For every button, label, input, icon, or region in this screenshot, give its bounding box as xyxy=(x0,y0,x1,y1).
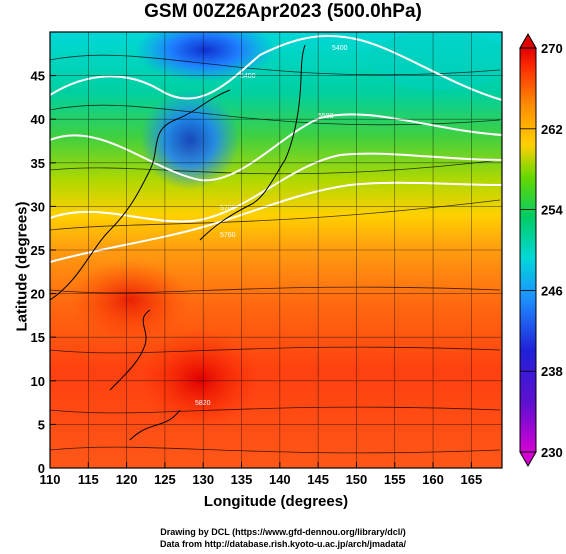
x-tick-label: 150 xyxy=(346,472,368,487)
y-tick-label: 15 xyxy=(31,330,45,345)
y-tick-label: 10 xyxy=(31,374,45,389)
colorbar-lower-arrow xyxy=(519,451,537,468)
x-tick-label: 165 xyxy=(461,472,483,487)
colorbar-ramp xyxy=(519,47,537,453)
y-tick-label: 30 xyxy=(31,199,45,214)
contour-label: 5700 xyxy=(220,205,236,212)
colorbar-label: 246 xyxy=(541,283,563,298)
x-tick-label: 135 xyxy=(231,472,253,487)
contour-label: 5580 xyxy=(318,113,334,120)
credit-drawing: Drawing by DCL (https://www.gfd-dennou.o… xyxy=(160,527,406,537)
y-tick-label: 25 xyxy=(31,243,45,258)
x-tick-label: 125 xyxy=(154,472,176,487)
x-tick-label: 160 xyxy=(422,472,444,487)
contour-labels: 5400 5400 5580 5700 5760 5820 xyxy=(195,45,348,407)
colorbar-label: 230 xyxy=(541,445,563,460)
y-tick-label: 20 xyxy=(31,287,45,302)
contour-label: 5400 xyxy=(332,45,348,52)
coastlines xyxy=(50,44,306,441)
y-tick-label: 40 xyxy=(31,112,45,127)
streamlines xyxy=(50,54,501,454)
x-tick-label: 130 xyxy=(192,472,214,487)
contour-label: 5820 xyxy=(195,400,211,407)
contour-label: 5760 xyxy=(220,232,236,239)
x-tick-label: 115 xyxy=(78,472,99,487)
x-axis-ticks: 110 115 120 125 130 135 140 145 150 155 160 165 xyxy=(40,462,483,487)
x-tick-label: 140 xyxy=(269,472,291,487)
colorbar: 230 238 246 254 262 270 xyxy=(519,32,563,468)
temperature-field: 5400 5400 5580 5700 5760 5820 xyxy=(50,32,502,468)
x-tick-label: 155 xyxy=(384,472,406,487)
credit-data: Data from http://database.rish.kyoto-u.a… xyxy=(159,539,407,549)
colorbar-upper-arrow xyxy=(519,32,537,49)
x-tick-label: 110 xyxy=(40,472,61,487)
x-axis-label: Longitude (degrees) xyxy=(203,493,349,510)
x-tick-label: 120 xyxy=(116,472,138,487)
y-tick-label: 0 xyxy=(38,461,45,476)
lat-lon-grid xyxy=(50,32,502,468)
contour-label: 5400 xyxy=(240,73,256,80)
colorbar-label: 254 xyxy=(541,203,563,218)
y-axis-ticks: 0 5 10 15 20 25 30 35 40 45 xyxy=(31,69,56,476)
figure-title: GSM 00Z26Apr2023 (500.0hPa) xyxy=(144,1,422,22)
colorbar-label: 262 xyxy=(541,122,563,137)
y-tick-label: 5 xyxy=(38,417,45,432)
y-tick-label: 35 xyxy=(31,156,45,171)
y-tick-label: 45 xyxy=(31,69,45,84)
colorbar-label: 238 xyxy=(541,364,563,379)
colorbar-label: 270 xyxy=(541,41,563,56)
x-tick-label: 145 xyxy=(307,472,329,487)
